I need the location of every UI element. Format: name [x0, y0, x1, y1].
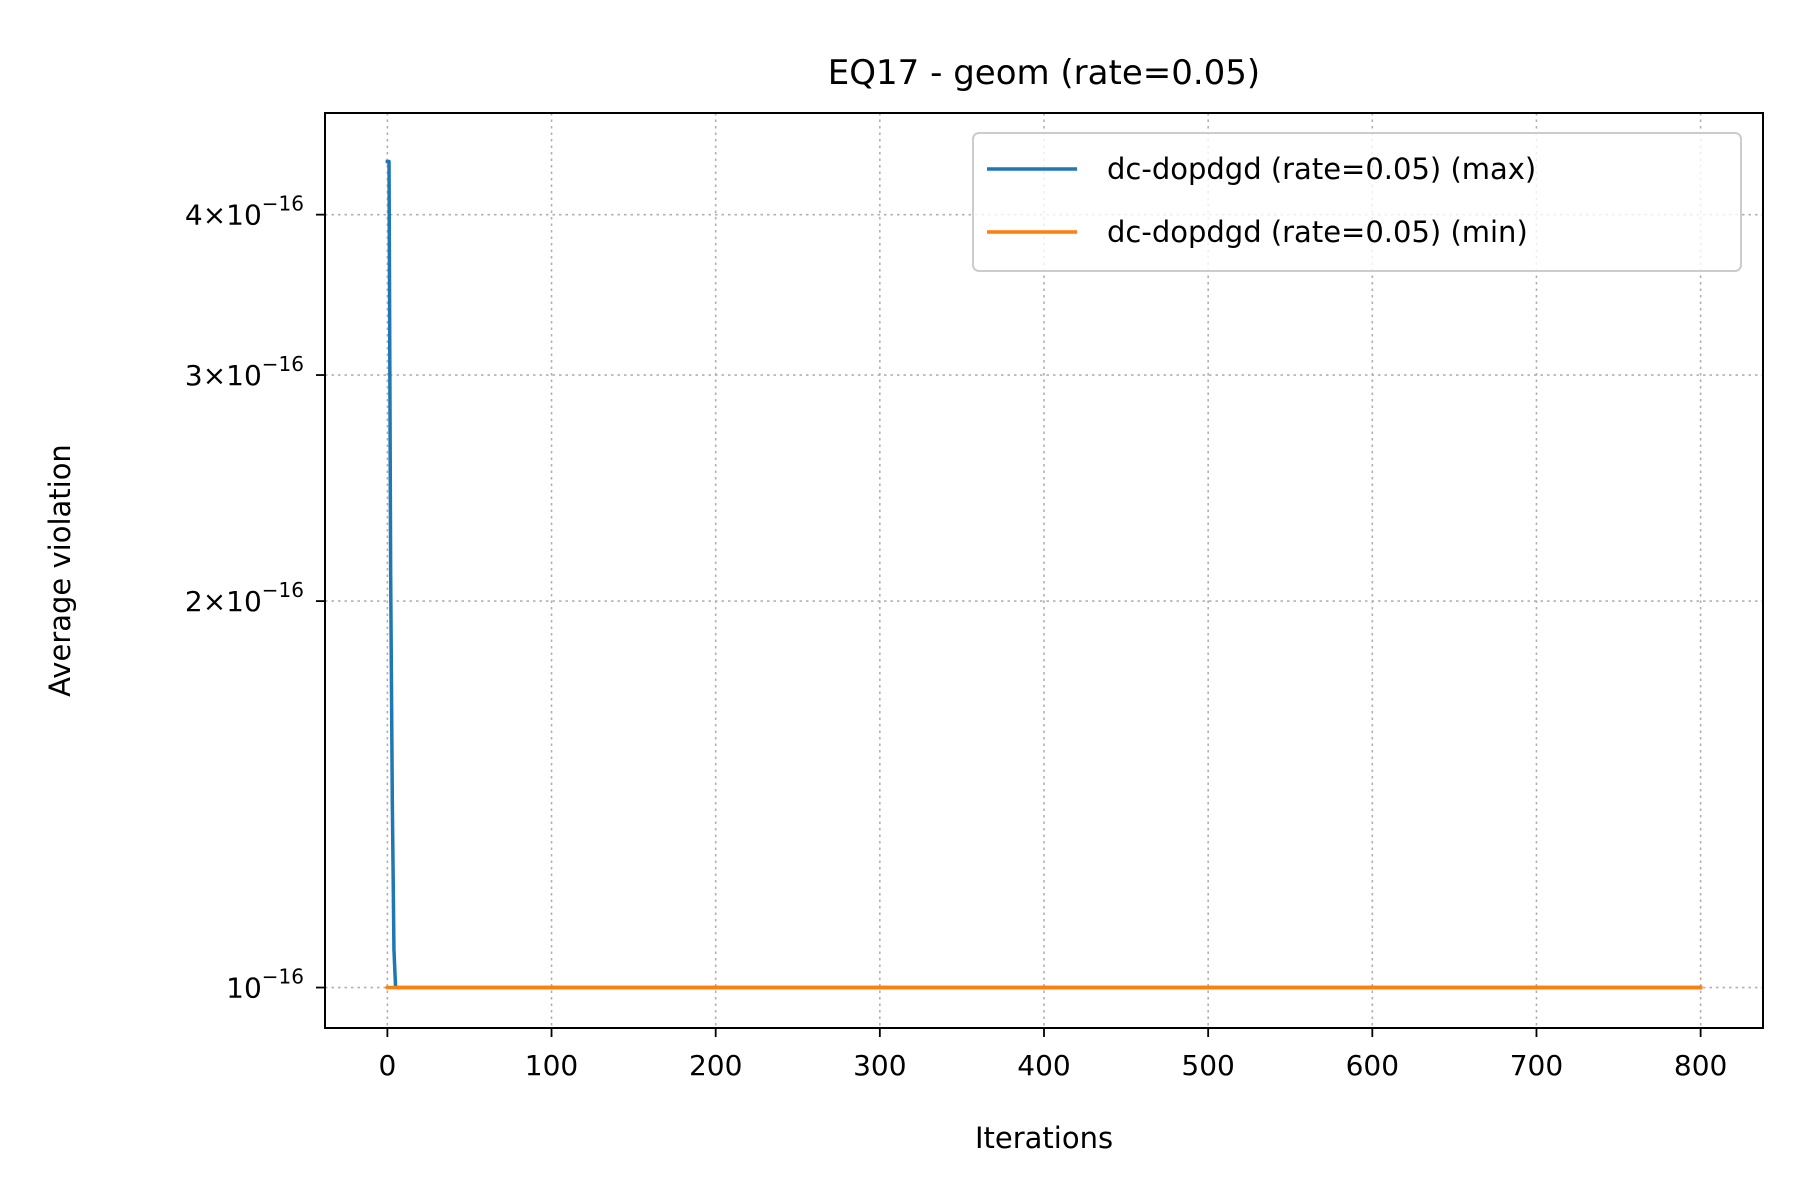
- legend-box: [972, 132, 1742, 272]
- x-tick-label: 100: [525, 1049, 578, 1082]
- x-axis-label: Iterations: [975, 1121, 1113, 1155]
- chart-title: EQ17 - geom (rate=0.05): [828, 53, 1260, 93]
- y-axis: 10−16 2×10−16 3×10−16 4×10−16: [185, 192, 325, 1005]
- y-tick-label: 4×10−16: [185, 192, 304, 232]
- y-tick-label: 10−16: [226, 965, 304, 1005]
- x-tick-label: 700: [1510, 1049, 1563, 1082]
- legend-label-max: dc-dopdgd (rate=0.05) (max): [1107, 152, 1536, 186]
- y-tick-label: 3×10−16: [185, 352, 304, 392]
- legend-label-min: dc-dopdgd (rate=0.05) (min): [1107, 215, 1528, 249]
- x-tick-label: 0: [378, 1049, 396, 1082]
- x-tick-label: 800: [1674, 1049, 1727, 1082]
- series-group: [385, 159, 1703, 990]
- x-tick-label: 400: [1017, 1049, 1070, 1082]
- x-tick-label: 300: [853, 1049, 906, 1082]
- legend: dc-dopdgd (rate=0.05) (max) dc-dopdgd (r…: [972, 132, 1742, 272]
- x-tick-label: 200: [689, 1049, 742, 1082]
- y-axis-label: Average violation: [43, 444, 77, 697]
- x-axis: 0 100 200 300 400 500 600 700 800: [378, 1028, 1727, 1082]
- y-tick-label: 2×10−16: [185, 578, 304, 618]
- x-tick-label: 600: [1346, 1049, 1399, 1082]
- x-tick-label: 500: [1181, 1049, 1234, 1082]
